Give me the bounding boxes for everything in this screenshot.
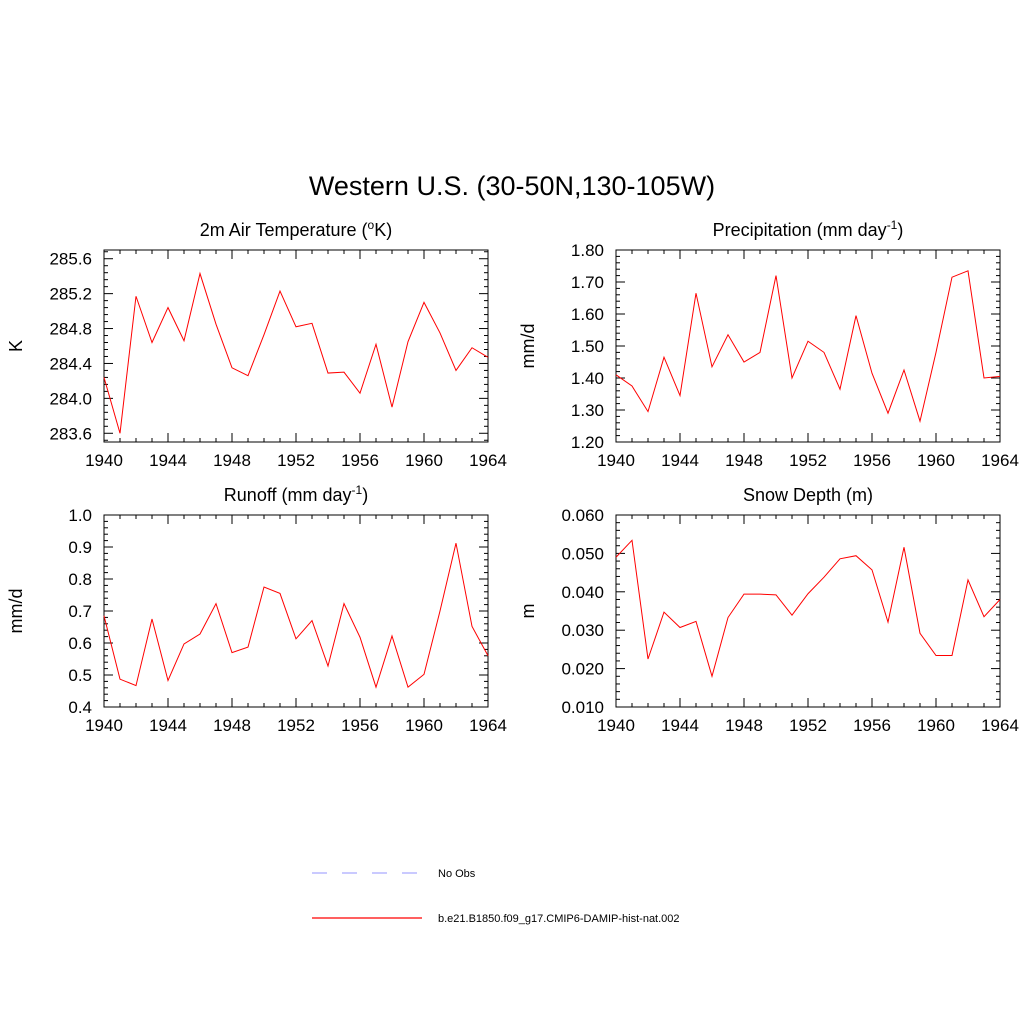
panel-title-suffix: K) [374,220,392,240]
y-tick-label: 1.80 [571,241,604,260]
y-tick-label: 283.6 [49,424,92,443]
panel-title-text: Precipitation (mm day [713,220,887,240]
series-line [615,539,1001,679]
y-tick-label: 1.70 [571,273,604,292]
plot-frame [103,249,489,443]
y-axis-label: mm/d [6,589,26,634]
y-tick-label: 284.8 [49,320,92,339]
y-tick-label: 0.010 [561,698,604,717]
x-tick-label: 1944 [661,716,699,735]
x-tick-label: 1952 [277,451,315,470]
x-tick-label: 1964 [981,451,1019,470]
legend-label: No Obs [438,868,476,880]
panel-title: Precipitation (mm day-1) [713,218,904,240]
panel-title-superscript: -1 [887,218,898,232]
legend-entry: No Obs [312,868,476,880]
panel-4: Snow Depth (m) m 1940 1944 1948 1952 1956 1960 1… [518,485,1019,735]
y-tick-label: 0.7 [68,602,92,621]
panel-title-suffix: ) [362,485,368,505]
panel-title: 2m Air Temperature (oK) [200,218,392,240]
y-tick-label: 0.040 [561,583,604,602]
panel-title-text: 2m Air Temperature ( [200,220,368,240]
y-tick-label: 0.060 [561,506,604,525]
y-tick-label: 1.50 [571,337,604,356]
legend: No Obs b.e21.B1850.f09_g17.CMIP6-DAMIP-hi… [312,868,680,925]
x-tick-label: 1964 [469,716,507,735]
y-tick-label: 1.30 [571,401,604,420]
panel-title-suffix: ) [897,220,903,240]
y-tick-label: 0.4 [68,698,92,717]
x-tick-label: 1940 [85,451,123,470]
panel-3: Runoff (mm day-1) mm/d 1940 1944 1948 1952 195… [6,483,507,735]
y-tick-label: 0.9 [68,538,92,557]
y-tick-label: 285.2 [49,285,92,304]
plot-frame [615,249,1001,443]
y-tick-label: 0.5 [68,666,92,685]
y-tick-label: 284.4 [49,354,92,373]
series-line [103,543,489,689]
y-tick-label: 0.8 [68,570,92,589]
x-tick-label: 1948 [213,716,251,735]
panel-2: Precipitation (mm day-1) mm/d 1940 1944 1948… [518,218,1019,470]
series-line [615,270,1001,424]
main-title: Western U.S. (30-50N,130-105W) [309,171,715,201]
y-tick-label: 1.0 [68,506,92,525]
x-tick-label: 1948 [725,451,763,470]
legend-entry: b.e21.B1850.f09_g17.CMIP6-DAMIP-hist-nat… [312,913,680,925]
plot-frame [103,514,489,708]
x-tick-label: 1960 [917,716,955,735]
x-tick-label: 1944 [661,451,699,470]
panel-title-text: Runoff (mm day [224,485,352,505]
panels: 2m Air Temperature (oK) K 1940 1944 1948 1952… [6,218,1019,735]
y-axis-label: m [518,604,538,619]
y-tick-label: 0.030 [561,621,604,640]
x-tick-label: 1964 [469,451,507,470]
x-tick-label: 1952 [277,716,315,735]
x-tick-label: 1960 [405,716,443,735]
panel-title: Runoff (mm day-1) [224,483,368,505]
panel-title-superscript: -1 [352,483,363,497]
y-tick-label: 1.20 [571,433,604,452]
y-axis-label: K [6,340,26,352]
x-tick-label: 1960 [405,451,443,470]
x-tick-label: 1940 [597,716,635,735]
y-axis-label: mm/d [518,324,538,369]
x-tick-label: 1960 [917,451,955,470]
y-tick-label: 285.6 [49,250,92,269]
x-tick-label: 1956 [341,451,379,470]
x-tick-label: 1952 [789,716,827,735]
x-tick-label: 1940 [597,451,635,470]
panel-title: Snow Depth (m) [743,485,873,505]
y-tick-label: 0.6 [68,634,92,653]
legend-label: b.e21.B1850.f09_g17.CMIP6-DAMIP-hist-nat… [438,913,680,925]
x-tick-label: 1956 [341,716,379,735]
x-tick-label: 1956 [853,716,891,735]
x-tick-label: 1948 [725,716,763,735]
y-tick-label: 0.020 [561,660,604,679]
plot-frame [615,514,1001,708]
panel-title-text: Snow Depth (m) [743,485,873,505]
x-tick-label: 1944 [149,451,187,470]
x-tick-label: 1964 [981,716,1019,735]
y-tick-label: 1.60 [571,305,604,324]
x-tick-label: 1952 [789,451,827,470]
series-line [103,271,489,434]
panel-1: 2m Air Temperature (oK) K 1940 1944 1948 1952… [6,218,507,470]
panel-title-superscript: o [368,218,375,232]
x-tick-label: 1940 [85,716,123,735]
y-tick-label: 0.050 [561,544,604,563]
x-tick-label: 1948 [213,451,251,470]
y-tick-label: 284.0 [49,389,92,408]
x-tick-label: 1956 [853,451,891,470]
y-tick-label: 1.40 [571,369,604,388]
x-tick-label: 1944 [149,716,187,735]
